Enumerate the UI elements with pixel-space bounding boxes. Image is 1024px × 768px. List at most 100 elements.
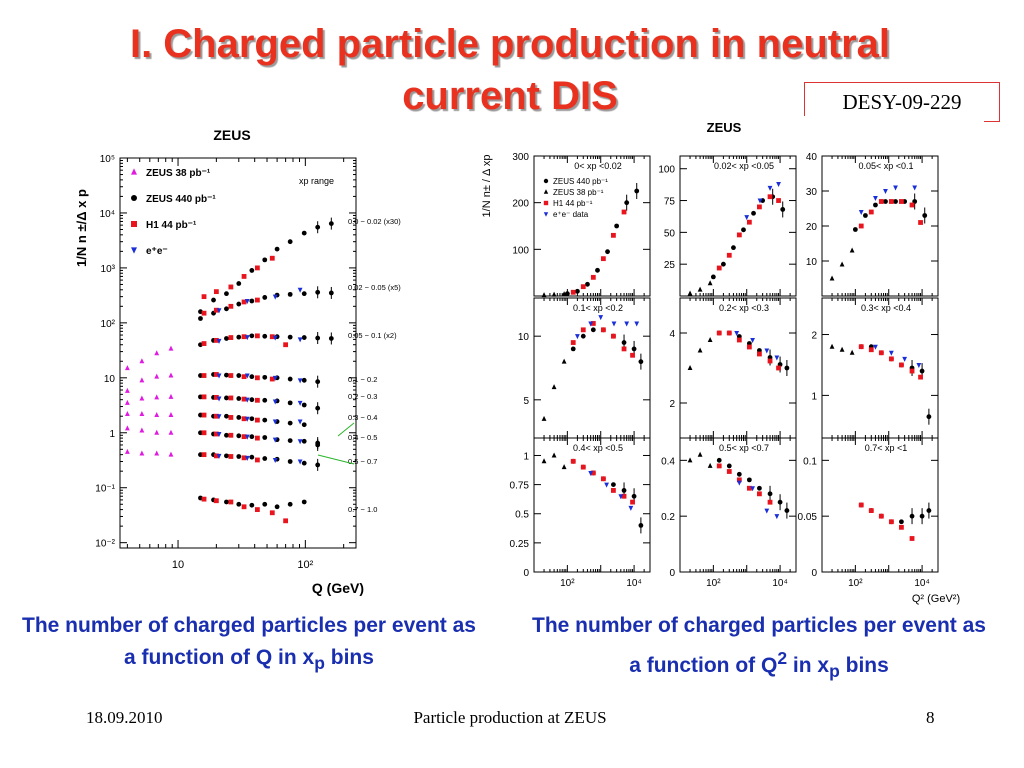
q-dependence-plot: ZEUS 10⁻² 10⁻¹ 1 10 10² 10³ 10⁴ 10⁵ 10 10² Q (GeV) 1… bbox=[64, 118, 468, 600]
data-point-zeus440 bbox=[328, 336, 334, 341]
data-point-h1 bbox=[241, 455, 247, 461]
data-point-zeus440 bbox=[767, 491, 773, 497]
data-point-zeus440 bbox=[741, 227, 746, 233]
panel-label: 0.2< xp <0.3 bbox=[719, 303, 769, 313]
caption-left: The number of charged particles per even… bbox=[14, 610, 484, 679]
data-point-ee bbox=[244, 335, 250, 341]
data-point-zeus440 bbox=[315, 335, 321, 341]
bin-label: 0.05 − 0.1 (x2) bbox=[348, 331, 397, 340]
data-point-zeus38 bbox=[687, 365, 693, 370]
data-point-h1 bbox=[858, 223, 864, 229]
x-tick-label: 10² bbox=[560, 578, 575, 589]
data-point-h1 bbox=[254, 265, 260, 271]
data-point-zeus440 bbox=[611, 482, 616, 488]
data-point-zeus440 bbox=[899, 519, 904, 525]
data-point-zeus440 bbox=[224, 499, 229, 505]
data-point-h1 bbox=[213, 395, 219, 400]
data-point-zeus440 bbox=[575, 288, 580, 294]
caption-right-mid: in x bbox=[787, 654, 830, 677]
legend-marker bbox=[543, 189, 549, 194]
data-point-h1 bbox=[868, 347, 874, 353]
data-point-h1 bbox=[918, 374, 923, 380]
data-point-zeus440 bbox=[922, 213, 928, 218]
data-point-ee bbox=[776, 182, 781, 187]
data-point-ee bbox=[297, 337, 303, 343]
data-point-h1 bbox=[254, 417, 260, 423]
data-point-h1 bbox=[228, 395, 234, 401]
x-tick-label: 10 bbox=[172, 559, 184, 571]
legend-marker bbox=[543, 212, 549, 217]
data-point-zeus440 bbox=[777, 499, 783, 505]
data-point-h1 bbox=[213, 498, 219, 504]
legend-label: ZEUS 440 pb⁻¹ bbox=[146, 194, 216, 205]
data-point-h1 bbox=[767, 499, 773, 505]
data-point-zeus440 bbox=[236, 415, 242, 420]
y-tick-label: 30 bbox=[806, 187, 818, 198]
data-point-zeus440 bbox=[315, 405, 321, 411]
data-point-h1 bbox=[213, 289, 219, 295]
y-tick-label: 25 bbox=[664, 260, 676, 271]
data-point-zeus38 bbox=[839, 261, 845, 267]
y-tick-label: 10² bbox=[101, 319, 116, 330]
data-point-ee bbox=[272, 335, 278, 341]
data-point-zeus38 bbox=[124, 365, 130, 371]
y-tick-label: 1 bbox=[811, 391, 817, 402]
y-tick-label: 75 bbox=[664, 197, 676, 208]
data-point-ee bbox=[764, 508, 770, 514]
data-point-zeus38 bbox=[551, 291, 557, 297]
data-point-zeus440 bbox=[893, 199, 898, 204]
data-point-zeus440 bbox=[262, 435, 268, 440]
data-point-zeus440 bbox=[249, 268, 255, 273]
data-point-h1 bbox=[201, 394, 207, 400]
data-point-zeus440 bbox=[328, 290, 334, 296]
chart-title: ZEUS bbox=[707, 120, 742, 135]
data-point-zeus440 bbox=[784, 365, 790, 371]
data-point-h1 bbox=[899, 199, 904, 204]
data-point-zeus38 bbox=[124, 387, 130, 393]
data-point-ee bbox=[575, 334, 580, 340]
data-point-zeus440 bbox=[274, 246, 280, 252]
data-point-ee bbox=[216, 308, 222, 314]
data-point-h1 bbox=[201, 496, 207, 502]
data-point-zeus38 bbox=[154, 394, 160, 400]
data-point-h1 bbox=[254, 397, 260, 403]
title-line-2: current DIS bbox=[402, 74, 618, 118]
y-tick-label: 0.75 bbox=[510, 481, 530, 492]
panel-frame bbox=[533, 155, 651, 297]
data-point-zeus440 bbox=[926, 414, 932, 420]
panel-frame bbox=[679, 155, 797, 297]
data-point-zeus38 bbox=[551, 452, 557, 458]
bin-label: 0.1 − 0.2 bbox=[348, 375, 377, 384]
data-point-h1 bbox=[767, 194, 773, 200]
data-point-h1 bbox=[611, 333, 616, 339]
data-point-zeus38 bbox=[168, 429, 174, 435]
data-point-ee bbox=[272, 419, 278, 425]
data-point-zeus440 bbox=[274, 504, 280, 510]
data-point-zeus38 bbox=[687, 457, 693, 463]
data-point-ee bbox=[618, 494, 624, 500]
data-point-ee bbox=[272, 437, 278, 443]
data-point-h1 bbox=[254, 297, 260, 303]
data-point-ee bbox=[272, 294, 278, 300]
data-point-zeus38 bbox=[561, 358, 567, 364]
data-point-h1 bbox=[228, 432, 234, 438]
data-point-h1 bbox=[746, 485, 752, 491]
y-tick-label: 10⁵ bbox=[100, 154, 115, 165]
data-point-h1 bbox=[228, 499, 234, 505]
data-point-h1 bbox=[254, 507, 260, 512]
data-point-zeus440 bbox=[883, 199, 888, 204]
data-point-h1 bbox=[201, 373, 207, 378]
data-point-zeus440 bbox=[631, 346, 637, 352]
data-point-h1 bbox=[918, 220, 923, 225]
data-point-zeus440 bbox=[710, 274, 716, 280]
legend-label: ZEUS 38 pb⁻¹ bbox=[553, 188, 604, 197]
footer-date: 18.09.2010 bbox=[86, 708, 163, 727]
x-tick-label: 10² bbox=[706, 578, 721, 589]
data-point-zeus440 bbox=[224, 291, 229, 297]
caption-right-subscript: p bbox=[829, 661, 840, 682]
data-point-h1 bbox=[213, 413, 219, 419]
panel-frame bbox=[679, 437, 797, 573]
data-point-zeus38 bbox=[707, 462, 713, 468]
y-tick-label: 0.25 bbox=[510, 539, 530, 550]
